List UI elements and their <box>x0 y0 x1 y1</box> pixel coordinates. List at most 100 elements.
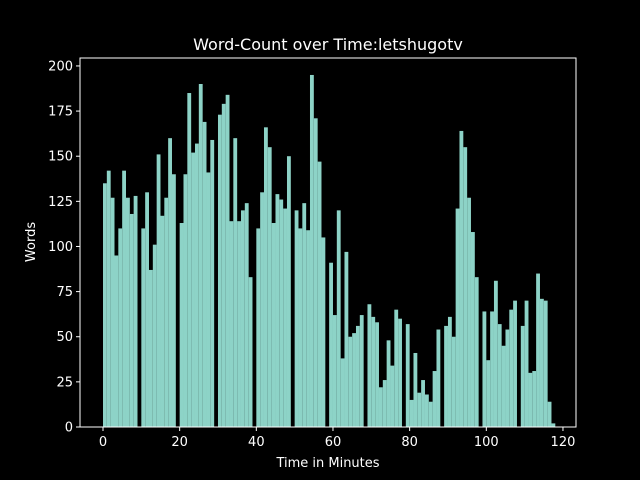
bar <box>536 273 540 427</box>
bar <box>340 358 345 427</box>
bar <box>217 114 222 427</box>
bar <box>160 215 165 427</box>
bar <box>271 223 276 427</box>
bar <box>398 318 402 427</box>
bar <box>375 322 379 427</box>
bar <box>221 103 226 427</box>
bar <box>371 316 376 427</box>
y-tick-label: 100 <box>48 240 73 255</box>
bar <box>493 280 498 427</box>
bar <box>532 371 537 427</box>
bar <box>417 392 422 427</box>
bar <box>390 365 395 427</box>
bar <box>187 93 192 427</box>
bar <box>244 203 249 427</box>
x-tick-label: 80 <box>401 435 418 450</box>
bar <box>509 309 514 427</box>
bar <box>279 199 284 427</box>
bar <box>355 325 360 427</box>
bar <box>428 401 433 427</box>
bar <box>513 300 517 427</box>
bar <box>321 237 326 427</box>
bar <box>210 139 215 427</box>
bar <box>317 161 322 427</box>
bar <box>474 277 479 427</box>
bar <box>275 194 280 427</box>
bar <box>302 203 307 427</box>
bar <box>367 304 372 427</box>
bar <box>309 74 314 427</box>
bar <box>409 399 414 427</box>
y-tick-label: 200 <box>48 59 73 74</box>
bar <box>129 213 134 427</box>
bar <box>125 197 130 427</box>
chart-title: Word-Count over Time:letshugotv <box>193 35 463 54</box>
x-axis-label: Time in Minutes <box>275 456 379 471</box>
x-tick-label: 60 <box>325 435 342 450</box>
bar <box>256 228 261 427</box>
bar <box>528 372 533 427</box>
bar <box>551 423 556 427</box>
bar <box>344 251 349 427</box>
bar <box>386 340 391 427</box>
bar <box>191 152 195 427</box>
bar <box>106 170 111 427</box>
bar <box>114 255 119 427</box>
bar <box>102 183 107 427</box>
bar <box>378 387 383 427</box>
bar <box>168 138 172 427</box>
bar <box>405 324 410 427</box>
bar <box>313 118 318 427</box>
bar <box>463 147 468 427</box>
bar <box>133 195 138 427</box>
bar <box>467 197 471 427</box>
bar <box>413 352 418 427</box>
bar <box>306 230 310 427</box>
y-tick-label: 150 <box>48 150 73 165</box>
x-tick-label: 120 <box>551 435 576 450</box>
y-tick-label: 175 <box>48 105 73 120</box>
bar <box>194 143 199 428</box>
bar <box>122 170 126 427</box>
bar <box>267 147 272 427</box>
bar <box>394 309 399 427</box>
bar <box>145 192 149 427</box>
y-tick-label: 0 <box>65 421 73 436</box>
bar <box>118 228 123 427</box>
axes-frame <box>79 57 577 428</box>
bar <box>148 269 153 427</box>
y-axis-label: Words <box>24 222 39 262</box>
bar <box>359 315 364 427</box>
bar <box>459 130 464 427</box>
bar <box>110 197 115 427</box>
bar <box>248 277 253 427</box>
bar <box>486 360 491 427</box>
bar <box>424 394 429 427</box>
bar <box>543 300 548 427</box>
bar <box>421 380 425 427</box>
bar <box>539 298 544 427</box>
bar <box>240 210 245 427</box>
bar <box>229 221 234 427</box>
bar <box>505 329 510 427</box>
bar <box>179 223 184 427</box>
bar <box>451 336 456 427</box>
bar <box>547 401 552 427</box>
bar <box>352 333 356 427</box>
bar <box>260 192 264 427</box>
x-tick-label: 0 <box>99 435 107 450</box>
bar <box>444 325 448 427</box>
bar <box>263 127 268 427</box>
y-tick-label: 25 <box>56 375 73 390</box>
bar <box>336 210 341 427</box>
bar <box>520 325 525 427</box>
bar <box>152 244 157 427</box>
bar <box>447 316 452 427</box>
bar <box>490 311 494 427</box>
bar <box>183 174 188 427</box>
bar <box>206 172 211 427</box>
bar <box>171 174 176 427</box>
bar <box>524 300 529 427</box>
bar <box>141 228 146 427</box>
bar <box>332 315 337 427</box>
